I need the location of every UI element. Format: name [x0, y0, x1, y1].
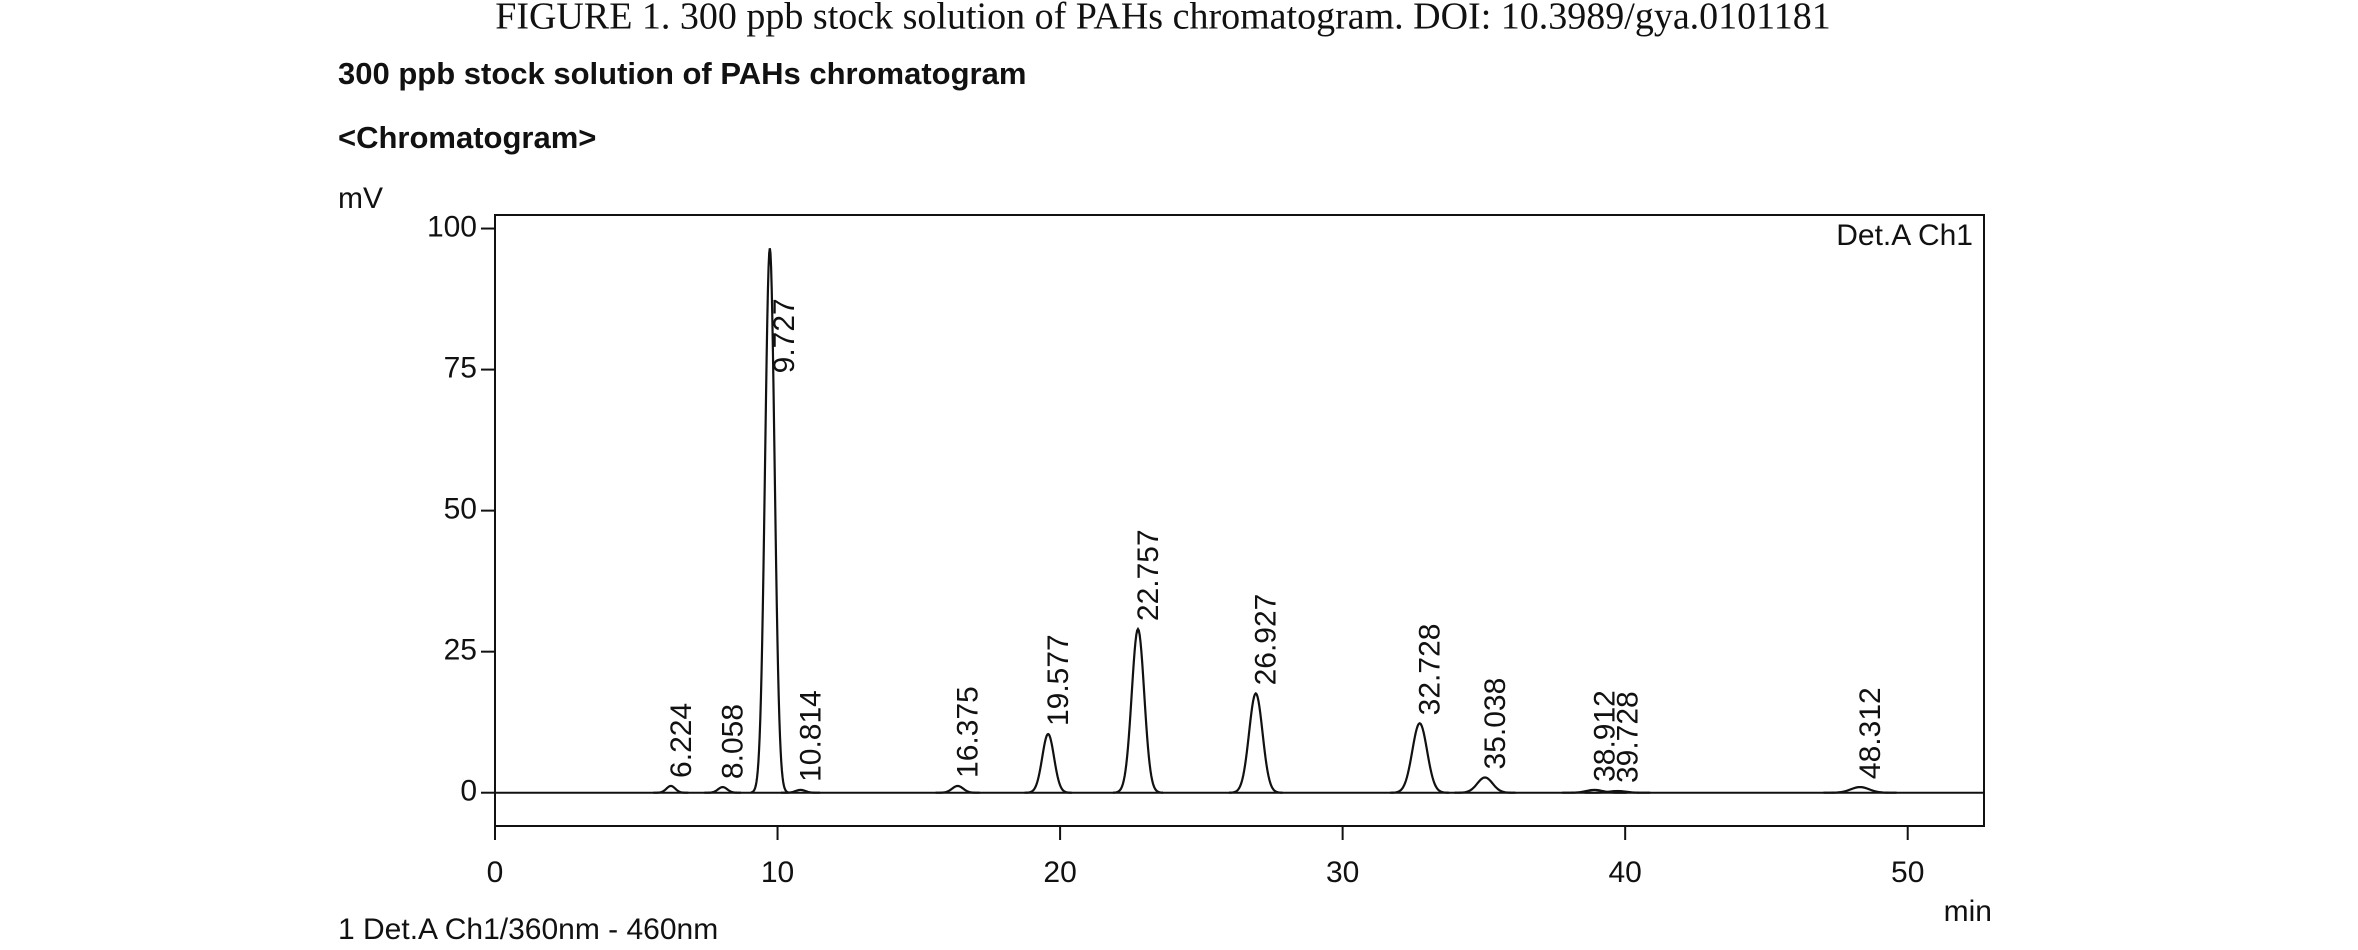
figure-caption: FIGURE 1. 300 ppb stock solution of PAHs… — [495, 0, 1831, 38]
peak — [1823, 785, 1897, 794]
x-tick-label: 50 — [1891, 856, 1924, 889]
peak-label: 38.912 — [1588, 690, 1621, 782]
chart-subtitle: <Chromatogram> — [338, 120, 596, 155]
peak-label: 35.038 — [1479, 678, 1512, 770]
y-tick-label: 50 — [444, 493, 477, 526]
y-tick-label: 0 — [460, 775, 477, 808]
peak-label: 8.058 — [717, 704, 750, 779]
x-axis-label: min — [1944, 895, 1992, 928]
peak-label: 6.224 — [665, 703, 698, 778]
x-tick-label: 0 — [487, 856, 504, 889]
x-tick-label: 30 — [1326, 856, 1359, 889]
peak-label: 9.727 — [768, 298, 801, 373]
plot-frame — [494, 214, 1985, 827]
peak-label: 39.728 — [1611, 691, 1644, 783]
peak — [1112, 626, 1164, 794]
peak — [1024, 732, 1072, 794]
x-tick-label: 10 — [761, 856, 794, 889]
peak-label: 26.927 — [1250, 594, 1283, 686]
peak — [704, 785, 742, 794]
peak-label: 10.814 — [794, 690, 827, 782]
chart-title: 300 ppb stock solution of PAHs chromatog… — [338, 56, 1026, 91]
peak — [935, 784, 980, 794]
peak-label: 16.375 — [952, 686, 985, 778]
y-tick-label: 100 — [427, 210, 477, 243]
peak-label: 19.577 — [1042, 634, 1075, 726]
peak — [1584, 789, 1651, 794]
y-tick-label: 75 — [444, 352, 477, 385]
x-tick-label: 40 — [1608, 856, 1641, 889]
peak-label: 32.728 — [1414, 624, 1447, 716]
y-axis-label: mV — [338, 182, 383, 215]
channel-label: Det.A Ch1 — [1836, 219, 1973, 252]
peak — [780, 788, 821, 794]
peak-label: 48.312 — [1854, 687, 1887, 779]
y-tick-label: 25 — [444, 634, 477, 667]
peak — [1454, 776, 1516, 794]
peak — [750, 248, 790, 794]
x-tick-label: 20 — [1043, 856, 1076, 889]
peak — [1390, 722, 1450, 794]
peak — [1562, 788, 1627, 794]
peak-label: 22.757 — [1132, 529, 1165, 621]
peak — [653, 784, 689, 794]
footer: 1 Det.A Ch1/360nm - 460nm — [338, 913, 718, 946]
peak — [1228, 691, 1283, 794]
